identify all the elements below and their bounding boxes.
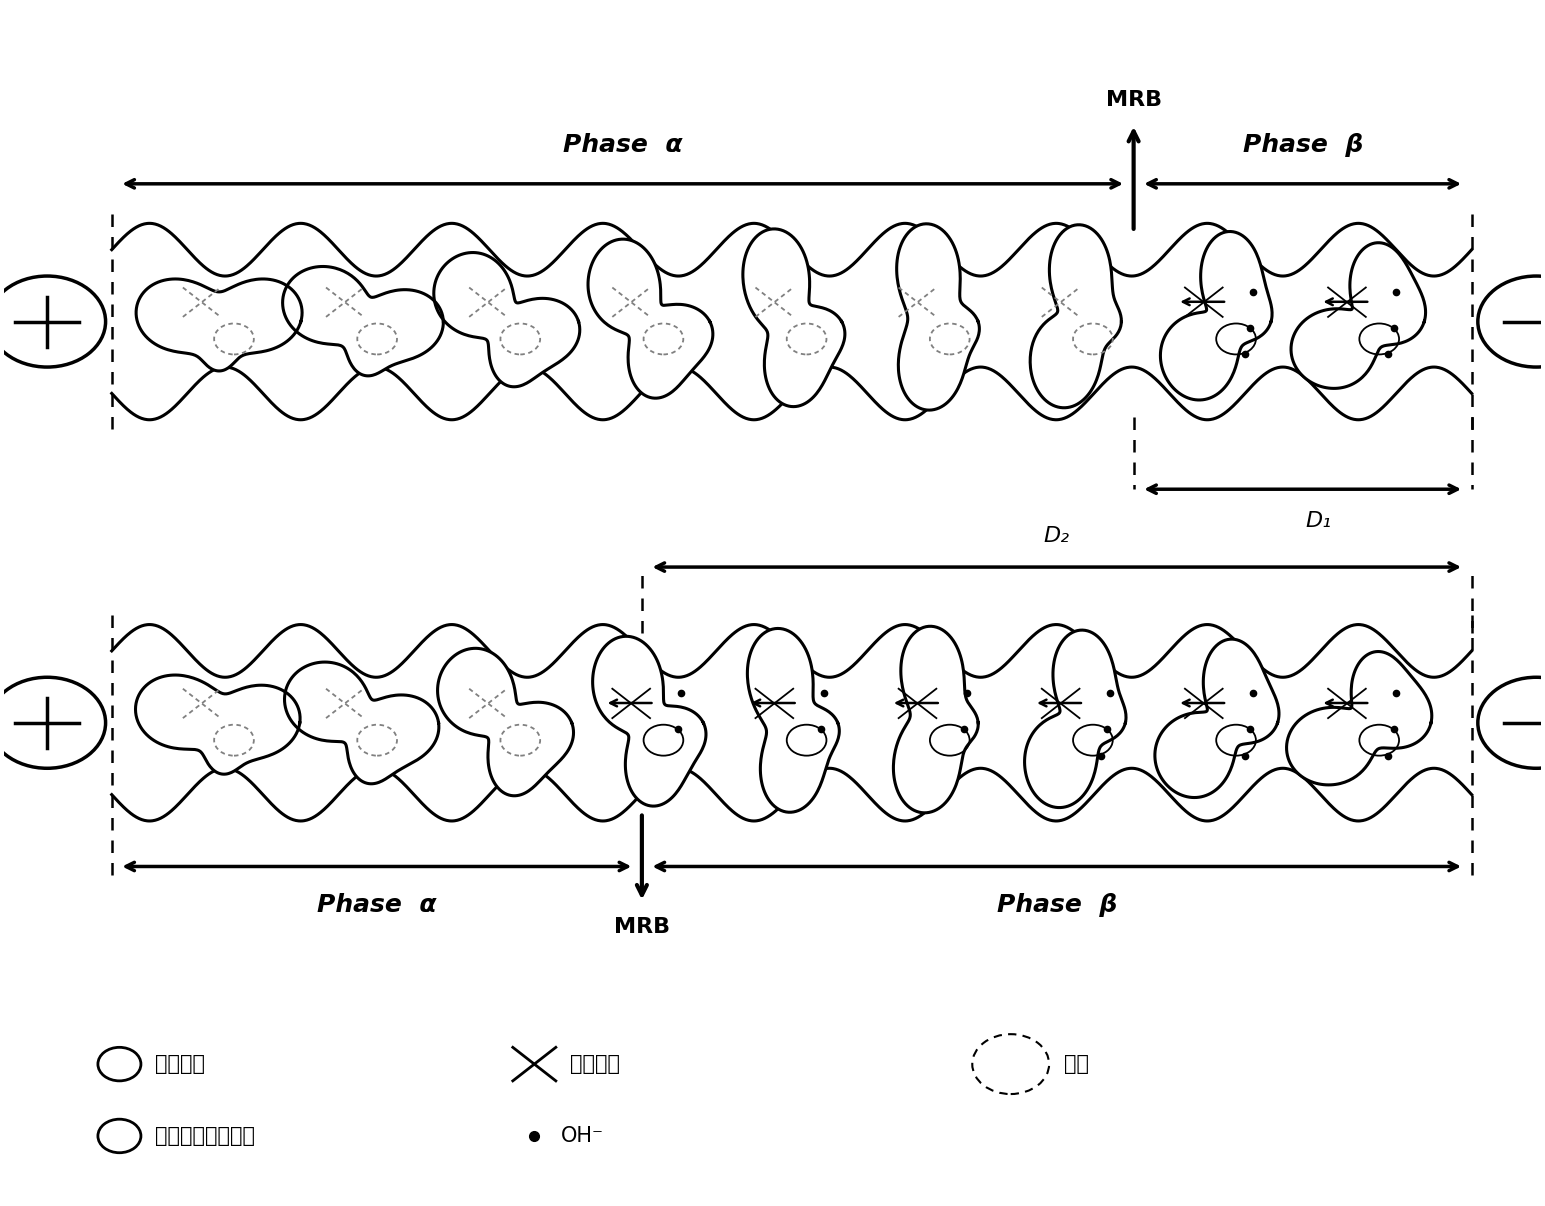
Polygon shape: [748, 628, 839, 812]
Text: Phase  β: Phase β: [1242, 134, 1363, 158]
Polygon shape: [743, 229, 845, 406]
Polygon shape: [589, 239, 712, 398]
Polygon shape: [283, 267, 443, 376]
Polygon shape: [437, 649, 573, 796]
Polygon shape: [896, 224, 980, 410]
Polygon shape: [284, 662, 439, 784]
Polygon shape: [136, 279, 303, 371]
Text: 蛋白: 蛋白: [1065, 1054, 1089, 1075]
Circle shape: [0, 678, 105, 768]
Text: MRB: MRB: [1106, 89, 1162, 110]
Text: 被中和的酸性残基: 被中和的酸性残基: [154, 1126, 255, 1146]
Polygon shape: [593, 637, 706, 806]
Text: Phase  α: Phase α: [562, 134, 683, 158]
Text: Phase  α: Phase α: [317, 892, 437, 917]
Polygon shape: [893, 626, 978, 813]
Polygon shape: [1292, 242, 1426, 388]
Polygon shape: [1287, 651, 1432, 785]
Circle shape: [0, 276, 105, 367]
Text: 碱性残基: 碱性残基: [154, 1054, 205, 1075]
Circle shape: [1479, 276, 1545, 367]
Polygon shape: [1160, 232, 1272, 400]
Text: 酸性残基: 酸性残基: [570, 1054, 620, 1075]
Polygon shape: [1024, 630, 1126, 808]
Text: Phase  β: Phase β: [997, 892, 1117, 917]
Text: MRB: MRB: [613, 917, 671, 937]
Circle shape: [1479, 678, 1545, 768]
Text: D₁: D₁: [1306, 511, 1330, 531]
Polygon shape: [434, 252, 579, 387]
Polygon shape: [1031, 224, 1122, 408]
Text: D₂: D₂: [1044, 526, 1069, 545]
Text: OH⁻: OH⁻: [561, 1126, 604, 1146]
Polygon shape: [136, 675, 300, 774]
Polygon shape: [1156, 639, 1279, 797]
